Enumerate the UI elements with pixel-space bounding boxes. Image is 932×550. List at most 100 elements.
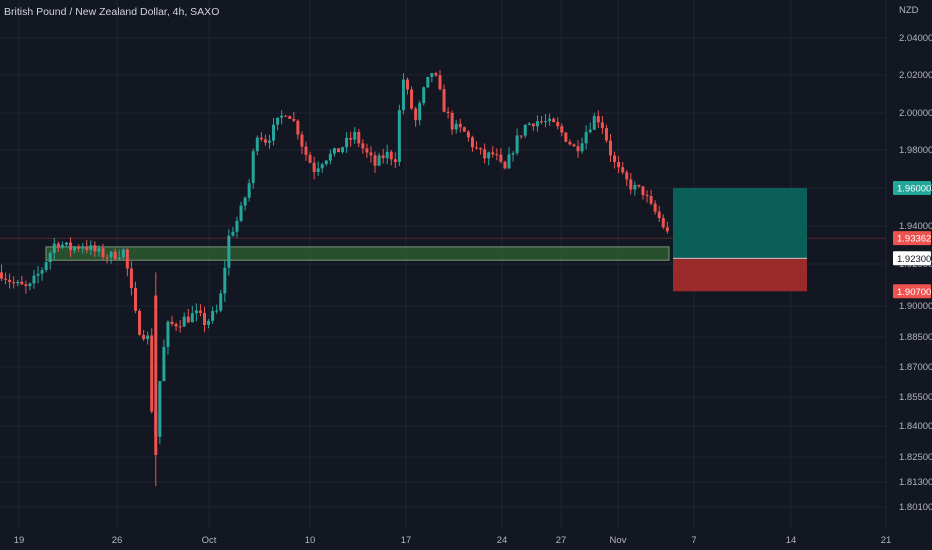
candle-body [637,184,641,187]
candle-body [438,75,442,90]
currency-label: NZD [899,5,919,16]
support-zone [45,246,670,261]
candle-body [515,135,519,154]
candle-body [454,123,458,130]
candle-body [629,179,633,190]
candle-body [52,243,56,254]
candle-body [665,227,669,232]
candle-body [36,273,40,276]
candle-body [186,316,190,323]
candle-body [142,334,146,340]
candle-body [410,89,414,109]
time-tick-label: 27 [556,535,567,546]
candle-body [479,147,483,150]
candle-body [487,152,491,159]
candle-body [251,151,255,184]
candle-body [535,121,539,127]
candles [0,70,886,487]
candle-body [495,154,499,156]
price-tick-label: 2.02000 [899,70,932,81]
candle-body [418,103,422,121]
price-tag-label: 1.93362 [897,234,931,245]
support-zone-rect [45,246,670,261]
candle-body [633,184,637,190]
price-tick-label: 1.81300 [899,477,932,488]
candle-body [336,148,340,153]
candle-body [604,128,608,141]
candle-body [300,134,304,147]
candle-body [430,73,434,77]
candle-body [113,251,117,260]
candle-body [154,295,158,455]
candle-body [560,126,564,133]
candle-body [572,144,576,147]
time-tick-label: Nov [610,535,627,546]
time-axis[interactable]: 19 26 Oct 10 17 24 27 Nov 7 14 21 [14,535,892,546]
candle-body [69,242,73,251]
price-tick-label: 1.80100 [899,502,932,513]
candle-body [235,220,239,232]
candle-body [223,267,227,294]
candle-body [85,247,89,251]
candle-body [361,143,365,149]
candle-body [32,275,36,284]
candle-body [272,124,276,141]
time-tick-label: 24 [497,535,508,546]
price-tag-last [893,231,931,246]
candle-body [645,195,649,197]
price-tick-label: 2.04000 [899,33,932,44]
candle-body [203,312,206,325]
candle-body [446,111,450,113]
time-tick-label: 21 [881,535,892,546]
candle-body [219,293,223,311]
candle-body [247,183,251,198]
candle-body [174,324,178,327]
candle-body [109,251,113,258]
candle-body [466,131,470,138]
candle-body [596,116,600,123]
candle-body [552,118,556,123]
candle-body [288,116,292,119]
candle-body [292,118,296,121]
candle-body [312,162,316,172]
candle-body [539,121,543,123]
price-tag-target [893,181,931,195]
candle-body [81,247,85,249]
take-profit-zone [673,188,807,259]
candle-body [531,123,535,127]
price-tick-label: 1.85500 [899,392,932,403]
candle-body [414,108,418,121]
candle-body [284,115,288,117]
candle-body [276,117,280,125]
candle-body [239,205,243,221]
candle-body [576,146,580,152]
long-position-tool[interactable] [673,188,807,292]
price-tick-label: 2.00000 [899,108,932,119]
candle-body [105,257,109,259]
candle-body [211,311,215,321]
candle-body [12,282,16,284]
candle-body [389,151,393,160]
candle-body [491,152,495,155]
candle-body [341,147,345,153]
candle-body [544,121,548,123]
stop-loss-zone [673,258,807,292]
price-tag-label: 1.92300 [897,254,931,265]
candle-body [296,120,300,135]
candle-body [661,218,665,228]
candle-body [194,310,198,314]
candle-body [324,160,328,165]
price-tag-label: 1.90700 [897,287,931,298]
candle-body [621,167,625,173]
candle-body [328,153,332,161]
candle-body [121,249,125,258]
candle-body [178,326,182,328]
symbol-title[interactable]: British Pound / New Zealand Dollar, 4h, … [4,6,220,18]
candle-body [4,278,8,280]
candle-body [369,152,373,156]
candle-body [263,139,267,143]
time-tick-label: 10 [305,535,316,546]
candle-body [243,197,247,206]
